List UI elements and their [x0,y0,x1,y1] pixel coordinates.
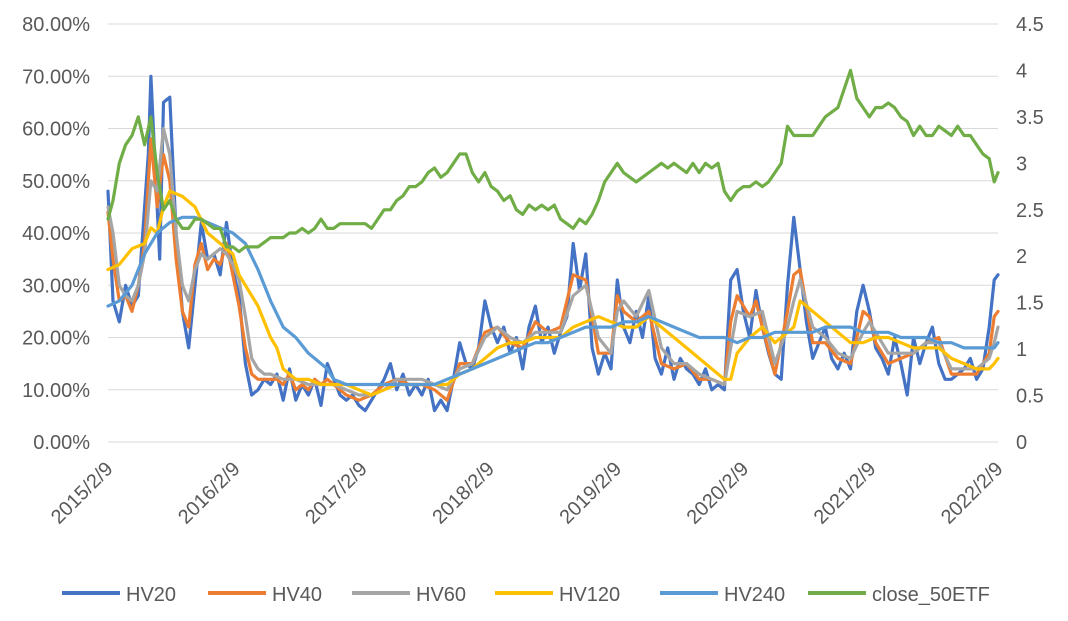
y-left-tick-label: 20.00% [22,328,90,350]
series-line-hv20 [106,74,1000,413]
y-right-tick-label: 2 [1016,246,1027,268]
y-left-tick-label: 10.00% [22,380,90,402]
y-left-tick-label: 60.00% [22,119,90,141]
x-axis-tick-labels: 2015/2/9 2016/2/9 2017/2/9 2018/2/9 2019/2/9… [47,458,1008,529]
y-right-tick-label: 1.5 [1016,293,1044,315]
x-tick-label: 2016/2/9 [174,458,245,529]
x-tick-label: 2022/2/9 [937,458,1008,529]
series-line-close-50etf [106,68,1000,254]
legend: HV20 HV40 HV60 HV120 HV240 close_50ETF [62,584,990,606]
x-tick-label: 2021/2/9 [810,458,881,529]
y-left-tick-label: 50.00% [22,171,90,193]
x-tick-label: 2019/2/9 [555,458,626,529]
y-left-tick-label: 70.00% [22,66,90,88]
legend-label: HV240 [724,584,785,606]
y-left-tick-label: 40.00% [22,223,90,245]
y-right-tick-label: 4 [1016,60,1027,82]
x-tick-label: 2020/2/9 [683,458,754,529]
legend-label: HV40 [272,584,322,606]
series-line-hv40 [106,137,1000,402]
y-left-tick-label: 30.00% [22,275,90,297]
y-left-tick-label: 80.00% [22,14,90,36]
series-line-hv120 [106,189,1000,397]
y-axis-left-tick-labels: 0.00% 10.00% 20.00% 30.00% 40.00% 50.00% 60.00… [22,14,90,454]
x-tick-label: 2018/2/9 [428,458,499,529]
y-right-tick-label: 4.5 [1016,14,1044,36]
y-right-tick-label: 0.5 [1016,386,1044,408]
y-right-tick-label: 1 [1016,339,1027,361]
legend-label: close_50ETF [872,584,990,606]
y-right-tick-label: 3.5 [1016,107,1044,129]
series-lines [106,68,1000,413]
y-right-tick-label: 0 [1016,432,1027,454]
x-tick-label: 2017/2/9 [301,458,372,529]
legend-label: HV120 [559,584,620,606]
series-line-hv240 [106,215,1000,387]
y-right-tick-label: 3 [1016,153,1027,175]
series-line-hv60 [106,126,1000,397]
gridlines [108,23,998,391]
legend-label: HV20 [126,584,176,606]
y-axis-right-tick-labels: 0 0.5 1 1.5 2 2.5 3 3.5 4 4.5 [1016,14,1044,454]
y-right-tick-label: 2.5 [1016,200,1044,222]
x-tick-label: 2015/2/9 [47,458,118,529]
legend-label: HV60 [416,584,466,606]
y-left-tick-label: 0.00% [33,432,90,454]
